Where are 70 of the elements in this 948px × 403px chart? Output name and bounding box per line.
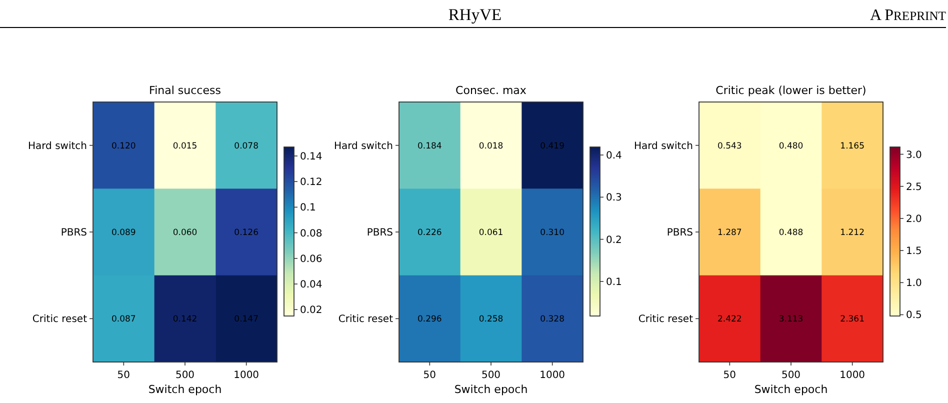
y-tick-label: Critic reset [338,314,394,326]
color-bar-label: 0.1 [300,202,316,214]
color-bar-label: 2.0 [906,214,922,225]
x-tick-label: 500 [175,370,195,381]
color-bar-label: 1.5 [906,246,922,258]
color-bar-label: 2.5 [906,182,922,193]
y-tick-label: Hard switch [28,140,87,152]
y-tick-label: PBRS [666,228,693,238]
color-bar-label: 0.04 [300,279,322,290]
color-bar-label: 1.0 [906,278,922,290]
data-label: 0.018 [478,141,504,152]
data-label: 1.287 [717,228,742,238]
data-label: 0.060 [172,228,198,238]
y-tick-label: Hard switch [334,140,393,152]
data-label: 0.226 [417,228,442,238]
color-bar-label: 0.5 [906,310,922,322]
color-bar-label: 0.06 [300,254,322,265]
data-label: 0.087 [111,314,136,325]
data-label: 0.142 [172,314,198,325]
x-tick-label: 1000 [234,370,260,381]
data-label: 0.488 [778,228,804,238]
data-label: 0.328 [540,314,565,325]
x-tick-label: 1000 [540,370,566,381]
data-label: 2.422 [717,314,742,325]
data-label: 0.089 [111,228,136,238]
data-label: 0.120 [111,141,136,152]
data-label: 0.310 [540,228,565,238]
y-tick-label: PBRS [60,228,87,238]
y-tick-label: PBRS [366,228,393,238]
data-label: 0.258 [478,314,504,325]
data-label: 0.078 [234,141,259,152]
color-bar-label: 0.3 [606,192,622,204]
color-bar-label: 0.02 [300,305,322,316]
chart-title: Critic peak (lower is better) [716,84,866,97]
x-tick-label: 50 [117,370,130,381]
data-label: 0.296 [417,314,442,325]
x-tick-label: 500 [481,370,501,381]
data-label: 3.113 [778,314,804,325]
x-tick-label: 500 [781,370,801,381]
text: RHyVE [448,5,502,24]
color-bar-label: 0.1 [606,276,622,288]
data-label: 0.061 [478,228,504,238]
x-tick-label: 50 [423,370,436,381]
data-label: 1.212 [840,228,865,238]
x-axis-title: Switch epoch [754,383,828,396]
x-tick-label: 50 [723,370,736,381]
data-label: 0.543 [717,141,742,152]
x-tick-label: 1000 [840,370,866,381]
data-label: 0.419 [540,141,565,152]
data-label: 0.126 [234,228,259,238]
color-bar-label: 0.12 [300,177,322,188]
color-bar-label: 0.08 [300,228,322,240]
y-tick-label: Critic reset [638,314,694,326]
chart-title: Consec. max [456,84,527,97]
color-bar-label: 0.2 [606,234,622,246]
y-tick-label: Hard switch [634,140,693,152]
data-label: 0.147 [234,314,259,325]
data-label: 0.480 [778,141,804,152]
data-label: 0.015 [172,141,198,152]
x-axis-title: Switch epoch [454,383,528,396]
y-tick-label: Critic reset [32,314,88,326]
color-bar-label: 3.0 [906,150,922,161]
data-label: 1.165 [840,141,865,152]
color-bar-label: 0.4 [606,150,622,162]
text: A PREPRINT [870,7,946,24]
x-axis-title: Switch epoch [148,383,222,396]
data-label: 0.184 [417,141,442,152]
chart-title: Final success [149,84,222,97]
data-label: 2.361 [840,314,865,325]
color-bar-label: 0.14 [300,151,322,162]
